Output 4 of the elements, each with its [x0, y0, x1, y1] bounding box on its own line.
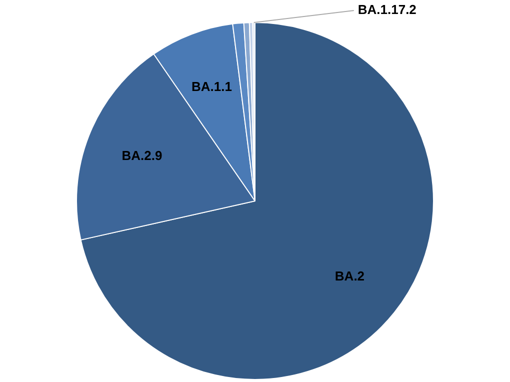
slice-label: BA.2.9	[122, 148, 162, 164]
slice-label: BA.2	[334, 268, 365, 284]
slice-label: BA.1.17.2	[358, 2, 416, 18]
slice-label: BA.1.1	[192, 79, 232, 94]
